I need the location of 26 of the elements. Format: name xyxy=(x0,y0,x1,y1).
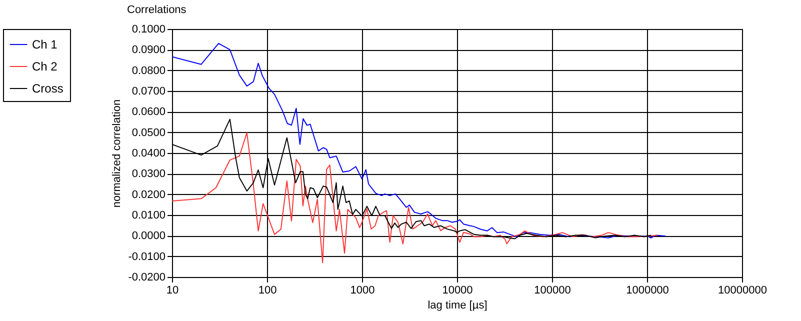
legend-label: Ch 2 xyxy=(32,60,58,74)
y-tick-label: 0.1000 xyxy=(132,24,166,36)
y-tick-label: 0.0400 xyxy=(132,148,166,160)
y-tick-label: 0.0700 xyxy=(132,86,166,98)
y-tick-label: 0.0500 xyxy=(132,126,166,139)
y-tick-label: 0.0200 xyxy=(132,188,166,201)
x-axis-title: lag time [µs] xyxy=(428,300,488,312)
y-tick-label: 0.0600 xyxy=(132,106,166,118)
chart-title: Correlations xyxy=(127,4,187,16)
x-tick-label: 100 xyxy=(258,284,277,296)
x-tick-label: 10000 xyxy=(442,284,473,296)
y-tick-label: 0.0900 xyxy=(132,44,166,56)
y-tick-label: -0.0100 xyxy=(128,250,166,263)
y-axis-title: normalized correlation xyxy=(111,99,124,208)
y-tick-label: 0.0300 xyxy=(132,168,166,180)
x-tick-label: 1000000 xyxy=(626,284,669,296)
y-tick-label: -0.0200 xyxy=(128,272,166,284)
y-tick-label: 0.0000 xyxy=(132,230,166,242)
x-tick-label: 10 xyxy=(166,284,179,296)
legend-label: Ch 1 xyxy=(32,38,58,52)
y-tick-label: 0.0800 xyxy=(132,64,166,77)
y-tick-label: 0.0100 xyxy=(132,210,166,222)
x-tick-label: 1000 xyxy=(350,284,375,296)
x-tick-label: 100000 xyxy=(534,284,571,296)
legend-label: Cross xyxy=(32,82,64,96)
x-tick-label: 10000000 xyxy=(718,284,767,296)
